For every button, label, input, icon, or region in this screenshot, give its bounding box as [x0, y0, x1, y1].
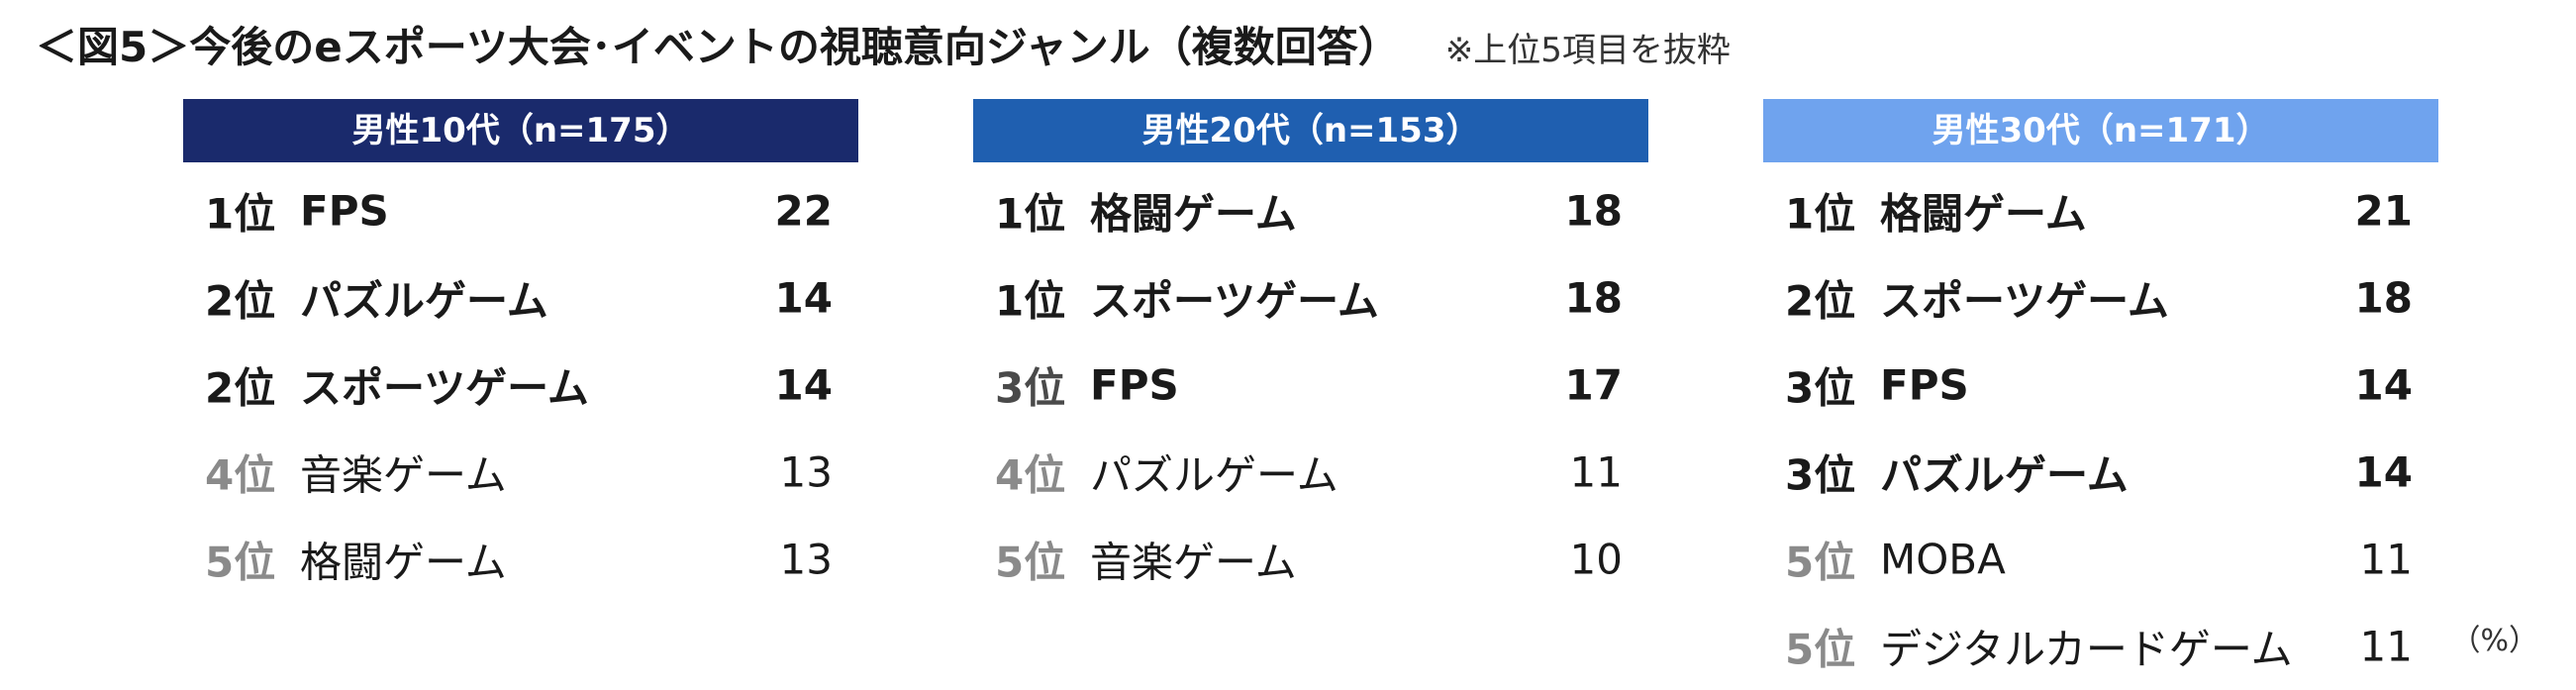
- ranking-row: 2位 スポーツゲーム 14: [183, 342, 858, 429]
- ranking-list: 1位 格闘ゲーム 21 2位 スポーツゲーム 18 3位 FPS 14 3位 パ…: [1763, 167, 2438, 690]
- column-header: 男性30代（n=171）: [1763, 99, 2438, 162]
- genre-label: FPS: [1090, 360, 1179, 410]
- column-male-20s: 男性20代（n=153） 1位 格闘ゲーム 18 1位 スポーツゲーム 18 3…: [973, 99, 1648, 603]
- ranking-row: 2位 スポーツゲーム 18: [1763, 254, 2438, 342]
- rank-label: 2位: [1785, 276, 1856, 326]
- percent-value: 21: [2354, 186, 2413, 236]
- rank-label: 2位: [205, 276, 276, 326]
- rank-label: 3位: [1785, 363, 1856, 413]
- ranking-row: 5位 格闘ゲーム 13: [183, 516, 858, 603]
- rank-label: 2位: [205, 363, 276, 413]
- percent-value: 11: [2359, 622, 2413, 671]
- ranking-row: 1位 スポーツゲーム 18: [973, 254, 1648, 342]
- ranking-row: 1位 格闘ゲーム 21: [1763, 167, 2438, 254]
- ranking-list: 1位 格闘ゲーム 18 1位 スポーツゲーム 18 3位 FPS 17 4位 パ…: [973, 167, 1648, 603]
- genre-label: FPS: [300, 186, 389, 236]
- ranking-row: 5位 デジタルカードゲーム 11: [1763, 603, 2438, 690]
- genre-label: 音楽ゲーム: [300, 450, 507, 500]
- column-header: 男性20代（n=153）: [973, 99, 1648, 162]
- ranking-row: 1位 格闘ゲーム 18: [973, 167, 1648, 254]
- rank-label: 1位: [205, 189, 276, 239]
- ranking-row: 5位 音楽ゲーム 10: [973, 516, 1648, 603]
- genre-label: パズルゲーム: [1880, 450, 2129, 500]
- rank-label: 3位: [1785, 450, 1856, 500]
- percent-value: 11: [1569, 447, 1623, 497]
- genre-label: パズルゲーム: [1090, 450, 1338, 500]
- genre-label: FPS: [1880, 360, 1969, 410]
- genre-label: 格闘ゲーム: [1090, 189, 1297, 239]
- rank-label: 5位: [205, 538, 276, 587]
- rank-label: 5位: [995, 538, 1066, 587]
- ranking-row: 2位 パズルゲーム 14: [183, 254, 858, 342]
- genre-label: 音楽ゲーム: [1090, 538, 1297, 587]
- ranking-row: 3位 パズルゲーム 14: [1763, 429, 2438, 516]
- percent-value: 14: [774, 360, 833, 410]
- genre-label: スポーツゲーム: [1090, 276, 1379, 326]
- rank-label: 3位: [995, 363, 1066, 413]
- rank-label: 4位: [205, 450, 276, 500]
- genre-label: 格闘ゲーム: [300, 538, 507, 587]
- ranking-row: 1位 FPS 22: [183, 167, 858, 254]
- genre-label: 格闘ゲーム: [1880, 189, 2087, 239]
- percent-value: 18: [1564, 273, 1623, 323]
- percent-value: 10: [1569, 535, 1623, 584]
- unit-label: （%）: [2450, 624, 2538, 658]
- percent-value: 13: [779, 535, 833, 584]
- rank-label: 1位: [995, 276, 1066, 326]
- rank-label: 4位: [995, 450, 1066, 500]
- ranking-row: 4位 音楽ゲーム 13: [183, 429, 858, 516]
- genre-label: デジタルカードゲーム: [1880, 625, 2293, 674]
- title-row: ＜図5＞今後のeスポーツ大会･イベントの視聴意向ジャンル（複数回答） ※上位5項…: [36, 14, 1731, 74]
- percent-value: 22: [774, 186, 833, 236]
- genre-label: スポーツゲーム: [1880, 276, 2169, 326]
- rank-label: 5位: [1785, 625, 1856, 674]
- genre-label: MOBA: [1880, 535, 2006, 584]
- rank-label: 1位: [995, 189, 1066, 239]
- percent-value: 11: [2359, 535, 2413, 584]
- column-male-30s: 男性30代（n=171） 1位 格闘ゲーム 21 2位 スポーツゲーム 18 3…: [1763, 99, 2438, 690]
- percent-value: 14: [774, 273, 833, 323]
- column-header: 男性10代（n=175）: [183, 99, 858, 162]
- percent-value: 18: [2354, 273, 2413, 323]
- genre-label: パズルゲーム: [300, 276, 548, 326]
- figure-note: ※上位5項目を抜粋: [1444, 31, 1731, 70]
- ranking-row: 4位 パズルゲーム 11: [973, 429, 1648, 516]
- percent-value: 14: [2354, 447, 2413, 497]
- percent-value: 18: [1564, 186, 1623, 236]
- rank-label: 1位: [1785, 189, 1856, 239]
- percent-value: 14: [2354, 360, 2413, 410]
- ranking-row: 3位 FPS 17: [973, 342, 1648, 429]
- rank-label: 5位: [1785, 538, 1856, 587]
- ranking-row: 5位 MOBA 11: [1763, 516, 2438, 603]
- column-male-10s: 男性10代（n=175） 1位 FPS 22 2位 パズルゲーム 14 2位 ス…: [183, 99, 858, 603]
- genre-label: スポーツゲーム: [300, 363, 589, 413]
- ranking-row: 3位 FPS 14: [1763, 342, 2438, 429]
- percent-value: 17: [1564, 360, 1623, 410]
- ranking-list: 1位 FPS 22 2位 パズルゲーム 14 2位 スポーツゲーム 14 4位 …: [183, 167, 858, 603]
- percent-value: 13: [779, 447, 833, 497]
- figure-title: ＜図5＞今後のeスポーツ大会･イベントの視聴意向ジャンル（複数回答）: [36, 23, 1400, 71]
